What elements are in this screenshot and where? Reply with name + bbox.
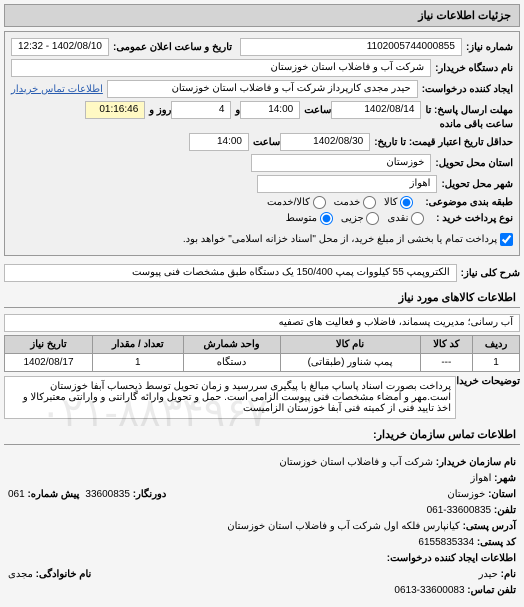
group-service-radio[interactable]: خدمت xyxy=(334,196,376,209)
group-both-text: کالا/خدمت xyxy=(267,197,310,208)
requester-value: حیدر مجدی کارپرداز شرکت آب و فاضلاب استا… xyxy=(107,80,418,98)
col-qty: تعداد / مقدار xyxy=(93,336,183,354)
cell-code: --- xyxy=(420,354,473,372)
group-both-radio[interactable]: کالا/خدمت xyxy=(267,196,326,209)
name-label: نام: xyxy=(501,569,516,580)
cell-row: 1 xyxy=(473,354,520,372)
group-goods-text: کالا xyxy=(384,197,398,208)
col-code: کد کالا xyxy=(420,336,473,354)
fax-label: دورنگار: xyxy=(133,489,167,500)
pay-cash-text: نقدی xyxy=(387,213,408,224)
delivery-prov-value: خوزستان xyxy=(251,154,431,172)
delivery-prov-label: استان محل تحویل: xyxy=(435,158,513,169)
remain-days-label: روز و xyxy=(149,105,171,116)
address-label: آدرس پستی: xyxy=(463,521,516,532)
fax-value: 33600835 xyxy=(85,489,130,500)
buyer-org-label: نام دستگاه خریدار: xyxy=(435,63,513,74)
col-date: تاریخ نیاز xyxy=(5,336,93,354)
remain-hours-label: ساعت باقی مانده xyxy=(440,119,513,130)
col-unit: واحد شمارش xyxy=(183,336,280,354)
table-header-row: ردیف کد کالا نام کالا واحد شمارش تعداد /… xyxy=(5,336,520,354)
validity-date: 1402/08/30 xyxy=(280,133,370,151)
announce-date-value: 1402/08/10 - 12:32 xyxy=(11,38,109,56)
pay-note-text: پرداخت تمام یا بخشی از مبلغ خرید، از محل… xyxy=(183,234,497,245)
pay-partial-radio[interactable]: جزیی xyxy=(341,212,380,225)
delivery-city-value: اهواز xyxy=(257,175,437,193)
deadline-send-time: 14:00 xyxy=(240,101,300,119)
col-name: نام کالا xyxy=(280,336,420,354)
need-no-label: شماره نیاز: xyxy=(466,42,513,53)
cell-qty: 1 xyxy=(93,354,183,372)
org-value: شرکت آب و فاضلاب استان خوزستان xyxy=(279,457,433,468)
need-info-panel: شماره نیاز: 1102005744000855 تاریخ و ساع… xyxy=(4,31,520,256)
family-value: مجدی xyxy=(8,569,33,580)
city-label: شهر: xyxy=(494,473,516,484)
pay-cash-radio[interactable]: نقدی xyxy=(387,212,424,225)
group-goods-radio[interactable]: کالا xyxy=(384,196,413,209)
buyer-notes-label: توضیحات خریدار: xyxy=(460,376,520,387)
remain-time: 01:16:46 xyxy=(85,101,145,119)
family-label: نام خانوادگی: xyxy=(36,569,92,580)
pay-type-label: نوع پرداخت خرید : xyxy=(436,213,513,224)
buyer-notes-value: پرداخت بصورت اسناد پاساپ مبالغ با پیگیری… xyxy=(4,376,456,419)
creator-section-title: اطلاعات ایجاد کننده درخواست: xyxy=(8,551,516,567)
deadline-send-label: مهلت ارسال پاسخ: تا xyxy=(425,105,513,116)
need-title-value: الکتروپمپ 55 کیلووات پمپ 150/400 یک دستگ… xyxy=(4,264,457,282)
pay-mid-radio[interactable]: متوسط xyxy=(286,212,333,225)
delivery-city-label: شهر محل تحویل: xyxy=(441,179,513,190)
prov-label: استان: xyxy=(488,489,516,500)
group-type-label: طبقه بندی موضوعی: xyxy=(425,197,513,208)
contact-section-title: اطلاعات تماس سازمان خریدار: xyxy=(4,425,520,445)
remain-days: 4 xyxy=(171,101,231,119)
pay-partial-text: جزیی xyxy=(341,213,364,224)
cell-date: 1402/08/17 xyxy=(5,354,93,372)
requester-label: ایجاد کننده درخواست: xyxy=(422,84,513,95)
ctel-label: تلفن تماس: xyxy=(467,585,516,596)
city-value: اهواز xyxy=(471,473,492,484)
zip-value: 6155835334 xyxy=(418,537,474,548)
deadline-send-date: 1402/08/14 xyxy=(331,101,421,119)
validity-label: حداقل تاریخ اعتبار قیمت: تا تاریخ: xyxy=(374,137,513,148)
goods-section-title: اطلاعات کالاهای مورد نیاز xyxy=(4,288,520,308)
tel-label: تلفن: xyxy=(494,505,516,516)
cell-name: پمپ شناور (طبقاتی) xyxy=(280,354,420,372)
remain-and: و xyxy=(235,105,240,116)
announce-date-label: تاریخ و ساعت اعلان عمومی: xyxy=(113,42,232,53)
goods-table: ردیف کد کالا نام کالا واحد شمارش تعداد /… xyxy=(4,335,520,372)
pay-mid-text: متوسط xyxy=(286,213,317,224)
zip-label: کد پستی: xyxy=(477,537,516,548)
ctel-value: 33600083-0613 xyxy=(394,585,464,596)
need-title-label: شرح کلی نیاز: xyxy=(461,268,520,279)
col-row: ردیف xyxy=(473,336,520,354)
group-service-text: خدمت xyxy=(334,197,361,208)
pay-note-check[interactable]: پرداخت تمام یا بخشی از مبلغ خرید، از محل… xyxy=(183,233,513,246)
need-no-value: 1102005744000855 xyxy=(240,38,462,56)
contact-info-block: نام سازمان خریدار: شرکت آب و فاضلاب استا… xyxy=(4,451,520,603)
validity-time: 14:00 xyxy=(189,133,249,151)
prov-value: خوزستان xyxy=(447,489,485,500)
prefix-label: پیش شماره: xyxy=(27,489,79,500)
cell-unit: دستگاه xyxy=(183,354,280,372)
section-header: جزئیات اطلاعات نیاز xyxy=(4,4,520,27)
table-row: 1 --- پمپ شناور (طبقاتی) دستگاه 1 1402/0… xyxy=(5,354,520,372)
address-value: کیانپارس فلکه اول شرکت آب و فاضلاب استان… xyxy=(227,521,460,532)
deadline-time-label: ساعت xyxy=(304,105,331,116)
org-label: نام سازمان خریدار: xyxy=(436,457,516,468)
validity-time-label: ساعت xyxy=(253,137,280,148)
buyer-org-value: شرکت آب و فاضلاب استان خوزستان xyxy=(11,59,431,77)
name-value: حیدر xyxy=(479,569,498,580)
tel-value: 33600835-061 xyxy=(427,505,492,516)
prefix-value: 061 xyxy=(8,489,25,500)
contact-buyer-link[interactable]: اطلاعات تماس خریدار xyxy=(11,84,103,95)
org-group-value: آب رسانی؛ مدیریت پسماند، فاضلاب و فعالیت… xyxy=(4,314,520,332)
